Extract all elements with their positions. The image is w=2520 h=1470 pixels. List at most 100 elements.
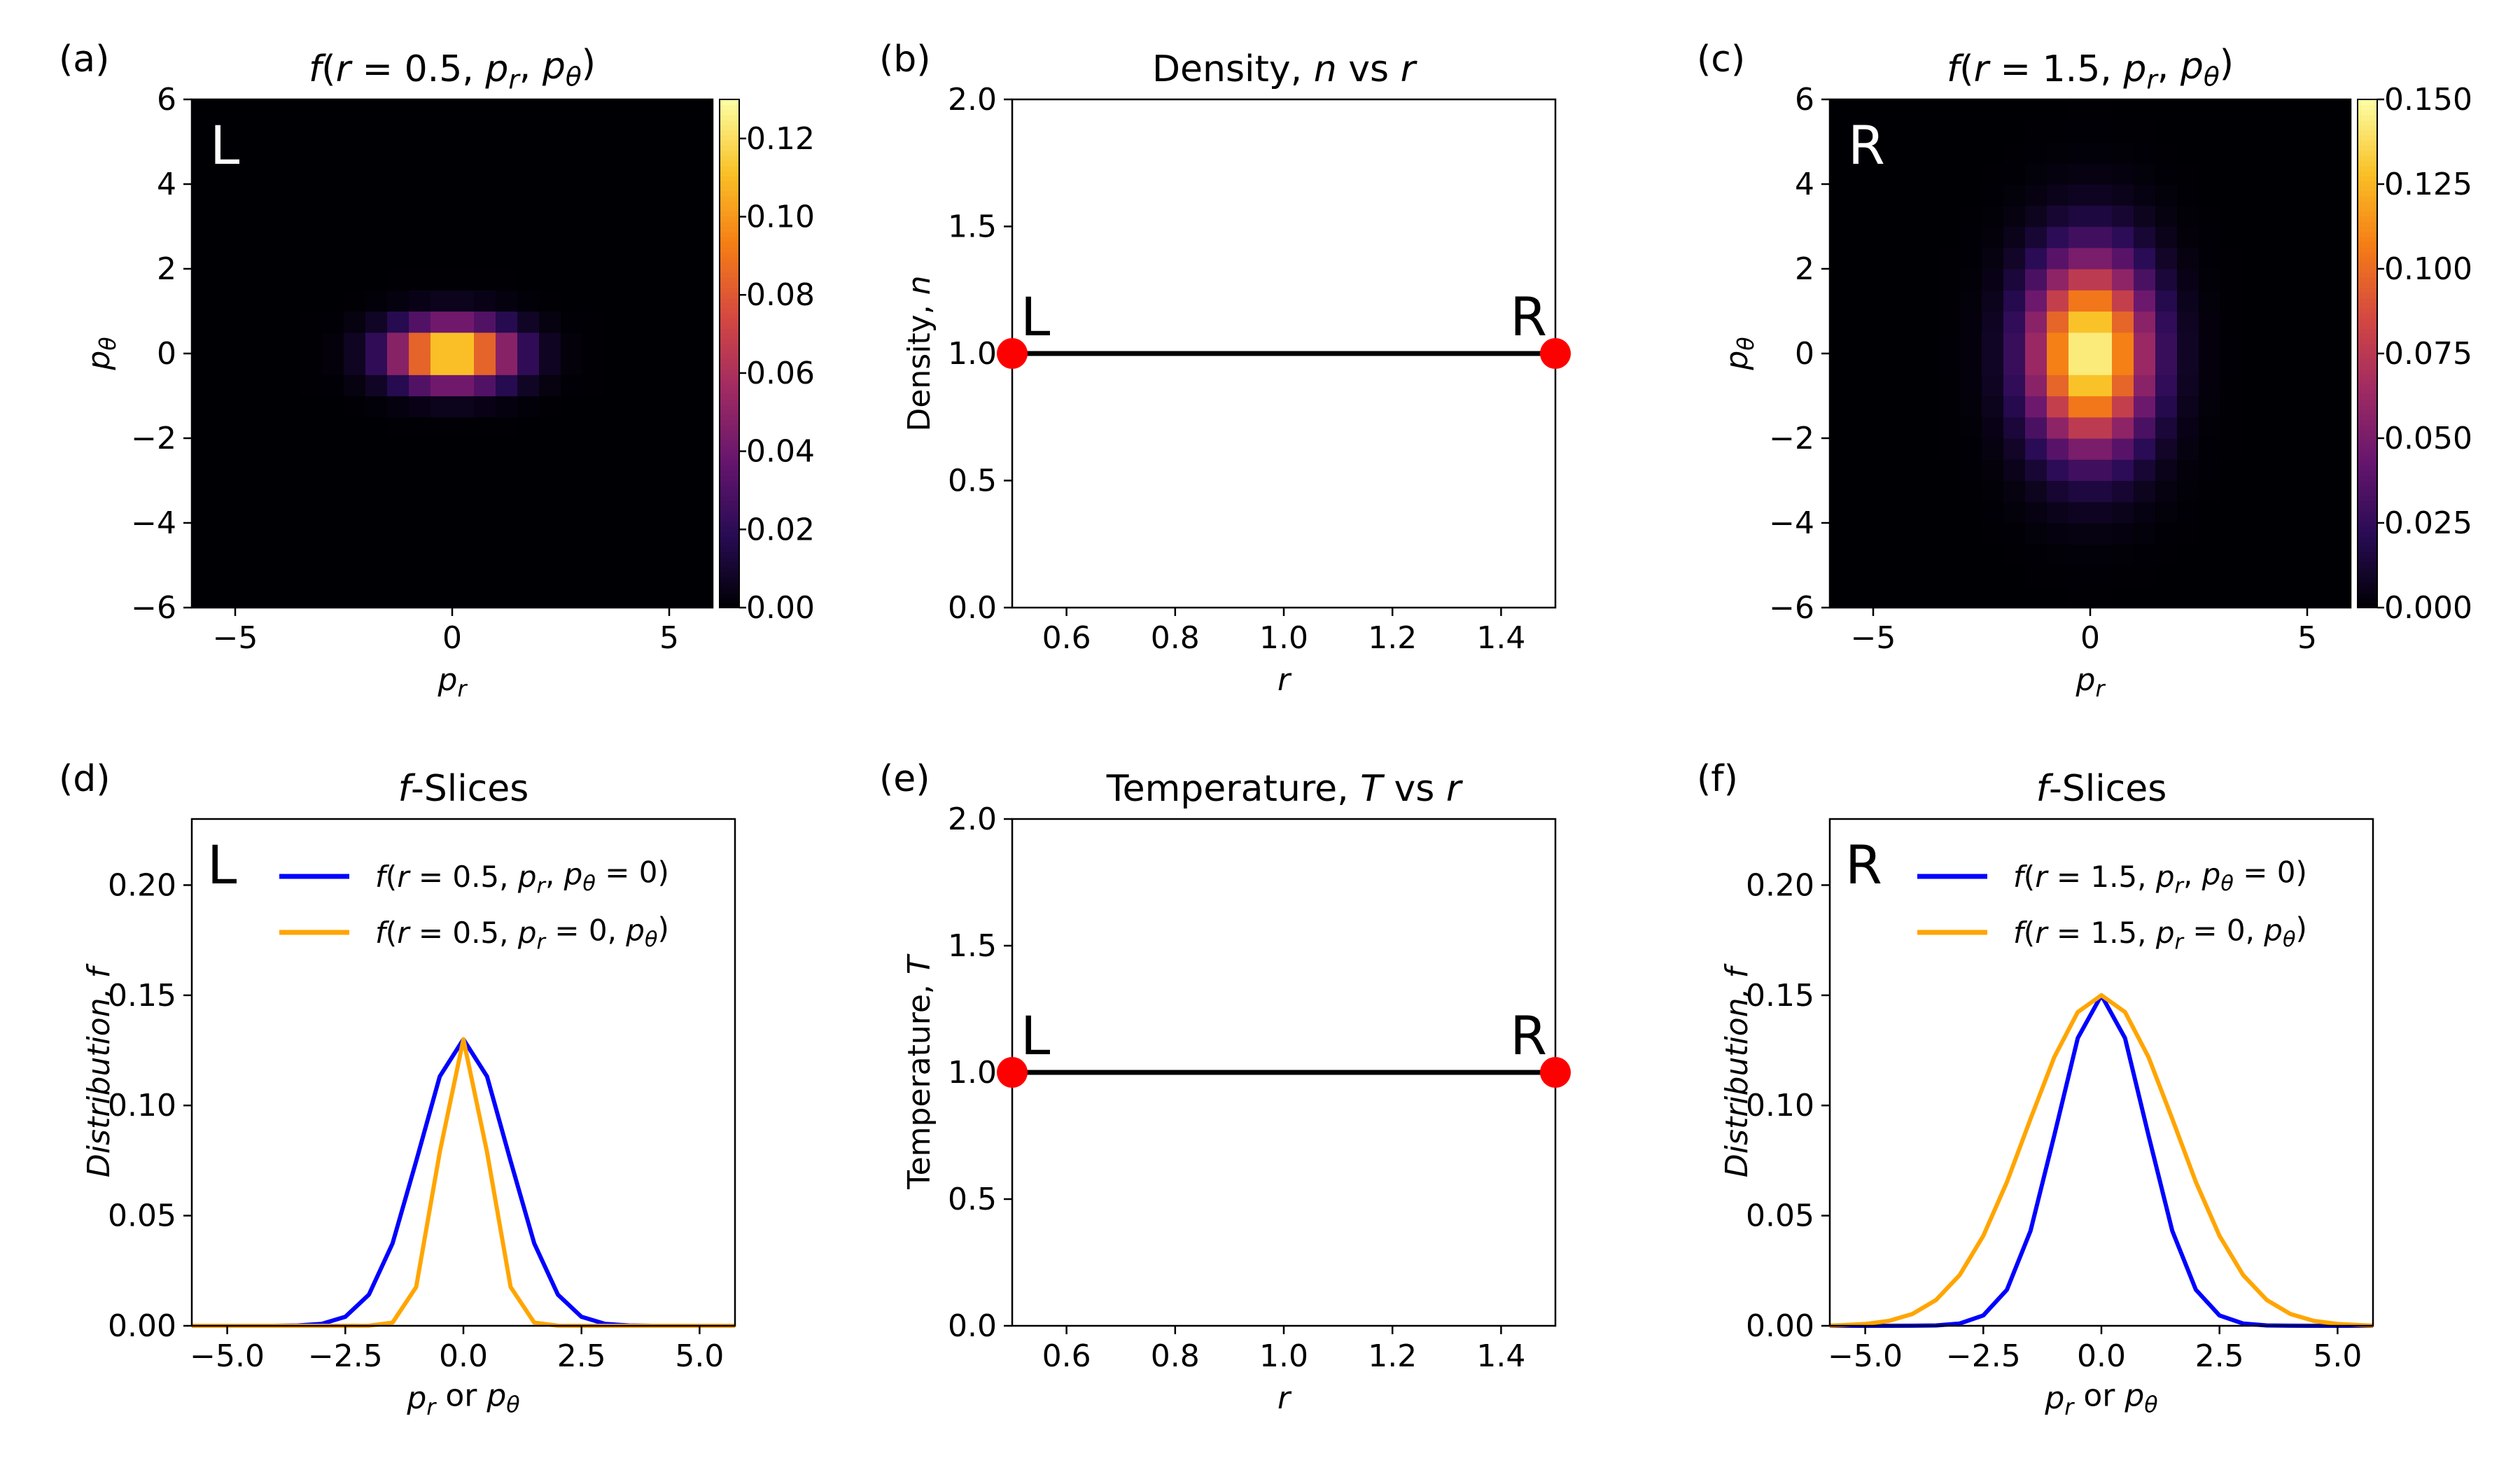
y-tick-label: 0.20 (108, 867, 176, 903)
heatmap-cell (2307, 311, 2330, 333)
heatmap-cell (192, 269, 214, 290)
heatmap-cell (2264, 396, 2286, 418)
colorbar-frame (719, 99, 740, 608)
colorbar-segment (2358, 175, 2377, 181)
heatmap-cell (257, 565, 279, 587)
heatmap-cell (2307, 354, 2330, 375)
heatmap-cell (387, 99, 410, 121)
heatmap-cell (257, 162, 279, 185)
heatmap-cell (517, 523, 540, 545)
heatmap-cell (2155, 290, 2178, 312)
heatmap-cell (1895, 586, 1917, 608)
heatmap-cell (2090, 290, 2113, 312)
heatmap-cell (517, 311, 540, 333)
colorbar-segment (2358, 531, 2377, 538)
heatmap-cell (474, 247, 496, 270)
colorbar-segment (720, 170, 739, 176)
heatmap-cell (214, 184, 236, 206)
heatmap-cell (2134, 523, 2156, 545)
heatmap-cell (2047, 311, 2069, 333)
heatmap-cell (539, 374, 561, 397)
corner-label: L (207, 834, 237, 896)
colorbar-segment (2358, 312, 2377, 318)
heatmap-cell (1938, 120, 1961, 143)
heatmap-cell (2329, 374, 2351, 397)
colorbar-segment (720, 394, 739, 400)
colorbar-segment (720, 480, 739, 486)
heatmap-cell (452, 354, 475, 375)
heatmap-cell (387, 269, 410, 290)
heatmap-cell (344, 396, 366, 418)
heatmap-cell (2329, 162, 2351, 185)
heatmap-cell (344, 438, 366, 460)
heatmap-cell (430, 374, 453, 397)
heatmap-cell (2025, 480, 2047, 503)
heatmap-cell (300, 247, 323, 270)
heatmap-cell (1938, 480, 1961, 503)
heatmap-cell (2264, 523, 2286, 545)
colorbar-segment (720, 404, 739, 410)
heatmap-cell (2177, 480, 2199, 503)
legend-label: f(r = 1.5, pr = 0, pθ) (2013, 911, 2307, 954)
heatmap-cell (648, 523, 670, 545)
heatmap-cell (2155, 226, 2178, 248)
heatmap-cell (1917, 205, 1939, 227)
heatmap-cell (300, 162, 323, 185)
heatmap-cell (300, 332, 323, 354)
heatmap-cell (474, 184, 496, 206)
heatmap-cell (669, 205, 692, 227)
heatmap-cell (2047, 99, 2069, 121)
heatmap-cell (648, 205, 670, 227)
heatmap-cell (1938, 459, 1961, 482)
heatmap-cell (257, 205, 279, 227)
heatmap-cell (1938, 354, 1961, 375)
colorbar-segment (720, 282, 739, 288)
heatmap-cell (474, 354, 496, 375)
heatmap-cell (648, 141, 670, 164)
heatmap-cell (1873, 141, 1896, 164)
colorbar-segment (720, 211, 739, 217)
heatmap-cell (2177, 269, 2199, 290)
heatmap-cell (2047, 501, 2069, 524)
heatmap-cell (474, 480, 496, 503)
heatmap-cell (1960, 226, 1982, 248)
colorbar-segment (2358, 348, 2377, 354)
heatmap-cell (496, 226, 518, 248)
heatmap-cell (496, 141, 518, 164)
heatmap-cell (2199, 99, 2221, 121)
heatmap-cell (2047, 162, 2069, 185)
heatmap-cell (582, 311, 605, 333)
colorbar-segment (720, 429, 739, 435)
heatmap-cell (365, 332, 388, 354)
heatmap-cell (2199, 120, 2221, 143)
heatmap-cell (365, 438, 388, 460)
heatmap-cell (344, 141, 366, 164)
x-tick-label: −5.0 (190, 1338, 265, 1374)
heatmap-cell (387, 523, 410, 545)
heatmap-cell (648, 374, 670, 397)
heatmap-cell (214, 141, 236, 164)
y-axis-label: Density, n (902, 275, 937, 431)
colorbar-segment (720, 272, 739, 278)
heatmap-cell (430, 120, 453, 143)
heatmap-cell (2025, 290, 2047, 312)
heatmap-cell (2112, 99, 2134, 121)
heatmap-cell (2264, 226, 2286, 248)
heatmap-cell (2155, 396, 2178, 418)
heatmap-cell (626, 311, 648, 333)
colorbar-segment (2358, 134, 2377, 141)
heatmap-cell (2025, 269, 2047, 290)
heatmap-cell (2329, 290, 2351, 312)
x-tick-label: 1.0 (1259, 620, 1308, 656)
heatmap-cell (235, 416, 258, 439)
heatmap-cell (2134, 396, 2156, 418)
colorbar-segment (2358, 404, 2377, 410)
heatmap-cell (1830, 99, 1852, 121)
colorbar-segment (2358, 302, 2377, 309)
heatmap-cell (561, 396, 583, 418)
heatmap-cell (539, 396, 561, 418)
colorbar-segment (2358, 587, 2377, 594)
heatmap-cell (2199, 544, 2221, 566)
colorbar-segment (2358, 516, 2377, 522)
colorbar-segment (2358, 582, 2377, 588)
